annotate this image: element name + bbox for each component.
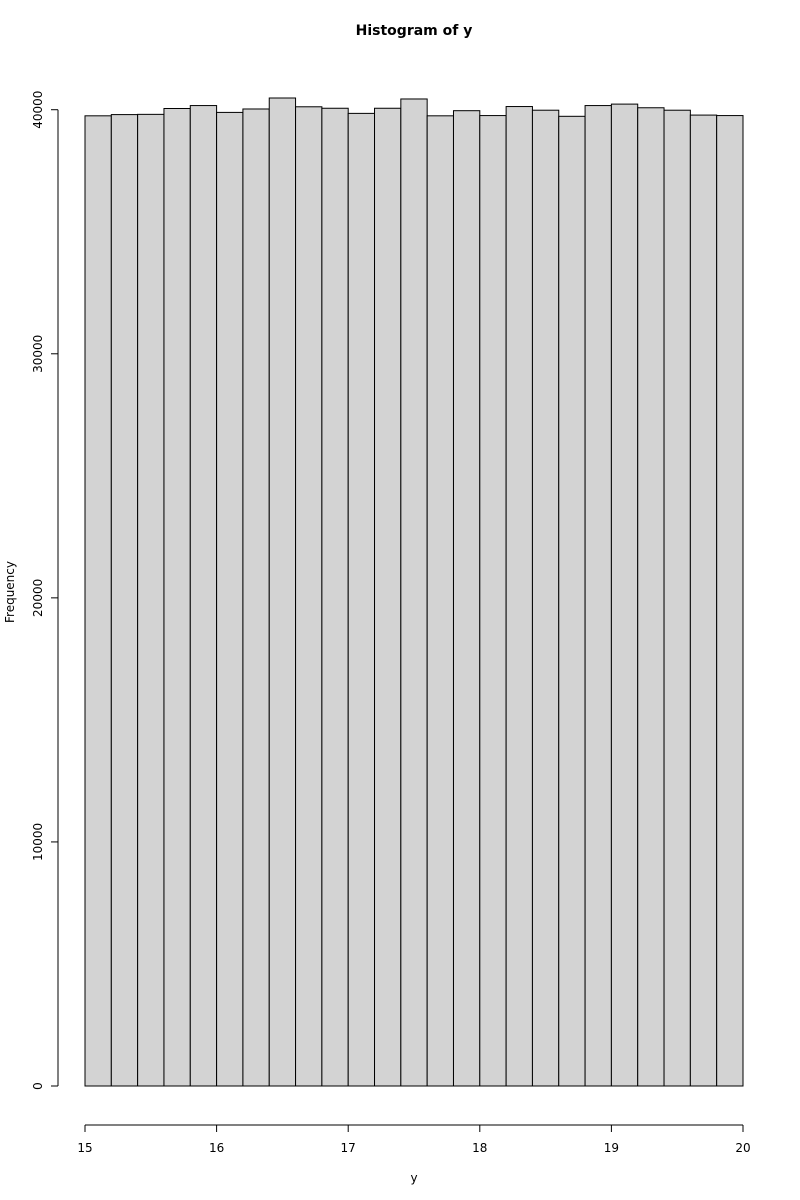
x-axis: 15 16 17 18 19 20 (77, 1124, 751, 1155)
histogram-bar (189, 105, 218, 1087)
histogram-bar (295, 106, 323, 1087)
y-tick-label: 0 (31, 1082, 45, 1090)
histogram-bar (505, 106, 533, 1087)
histogram-bar (321, 107, 349, 1087)
histogram-bar (716, 115, 744, 1087)
x-tick-label: 18 (472, 1141, 487, 1155)
histogram-bar (163, 107, 191, 1087)
y-axis: 0 10000 20000 30000 40000 (31, 91, 59, 1090)
y-tick-label: 30000 (31, 335, 45, 373)
histogram-bar (610, 103, 639, 1087)
histogram-bar (347, 112, 376, 1087)
histogram-bar (84, 115, 112, 1087)
x-axis-label: y (410, 1171, 417, 1185)
histogram-bar (426, 115, 454, 1087)
x-tick-label: 17 (341, 1141, 356, 1155)
x-tick-label: 20 (735, 1141, 750, 1155)
histogram-bar (637, 107, 665, 1087)
histogram-bar (137, 113, 165, 1087)
histogram-bar (268, 97, 297, 1087)
y-tick-label: 10000 (31, 823, 45, 861)
histogram-bar (663, 109, 691, 1087)
x-tick-label: 15 (77, 1141, 92, 1155)
histogram-bar (584, 105, 612, 1087)
histogram-bar (242, 108, 270, 1087)
y-tick-label: 20000 (31, 579, 45, 617)
histogram-bar (558, 115, 586, 1087)
x-tick-label: 19 (604, 1141, 619, 1155)
histogram-bar (216, 111, 244, 1087)
histogram-bar (479, 115, 507, 1087)
y-axis-label: Frequency (3, 561, 17, 623)
y-tick-label: 40000 (31, 91, 45, 129)
x-tick-label: 16 (209, 1141, 224, 1155)
chart-title: Histogram of y (356, 23, 473, 39)
histogram-bar (531, 109, 560, 1087)
histogram-bar (689, 114, 718, 1087)
bars-group (84, 97, 744, 1087)
histogram-bar (110, 114, 139, 1087)
histogram-bar (452, 110, 481, 1087)
histogram-bar (374, 107, 402, 1087)
histogram-bar (400, 98, 428, 1087)
